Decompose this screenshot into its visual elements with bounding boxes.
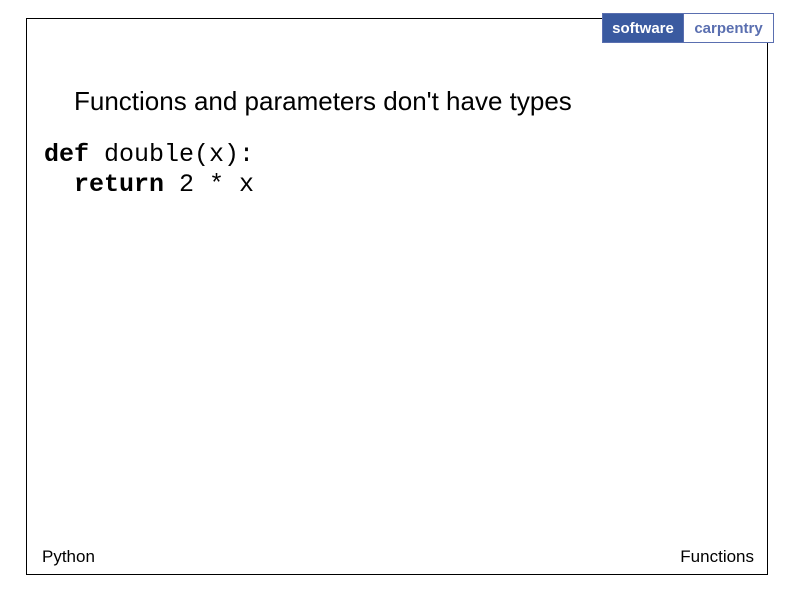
code-line2-rest: 2 * x (164, 170, 254, 199)
footer-left: Python (42, 547, 95, 567)
code-keyword-return: return (74, 170, 164, 199)
logo-badge: software carpentry (602, 13, 774, 43)
code-keyword-def: def (44, 140, 89, 169)
footer-right: Functions (680, 547, 754, 567)
logo-right: carpentry (683, 14, 773, 42)
logo-left: software (603, 14, 683, 42)
code-line2-indent (44, 170, 74, 199)
slide-heading: Functions and parameters don't have type… (74, 86, 572, 117)
code-line1-rest: double(x): (89, 140, 254, 169)
code-block: def double(x): return 2 * x (44, 140, 254, 200)
logo-left-text: software (612, 20, 674, 37)
logo-right-text: carpentry (694, 20, 762, 37)
